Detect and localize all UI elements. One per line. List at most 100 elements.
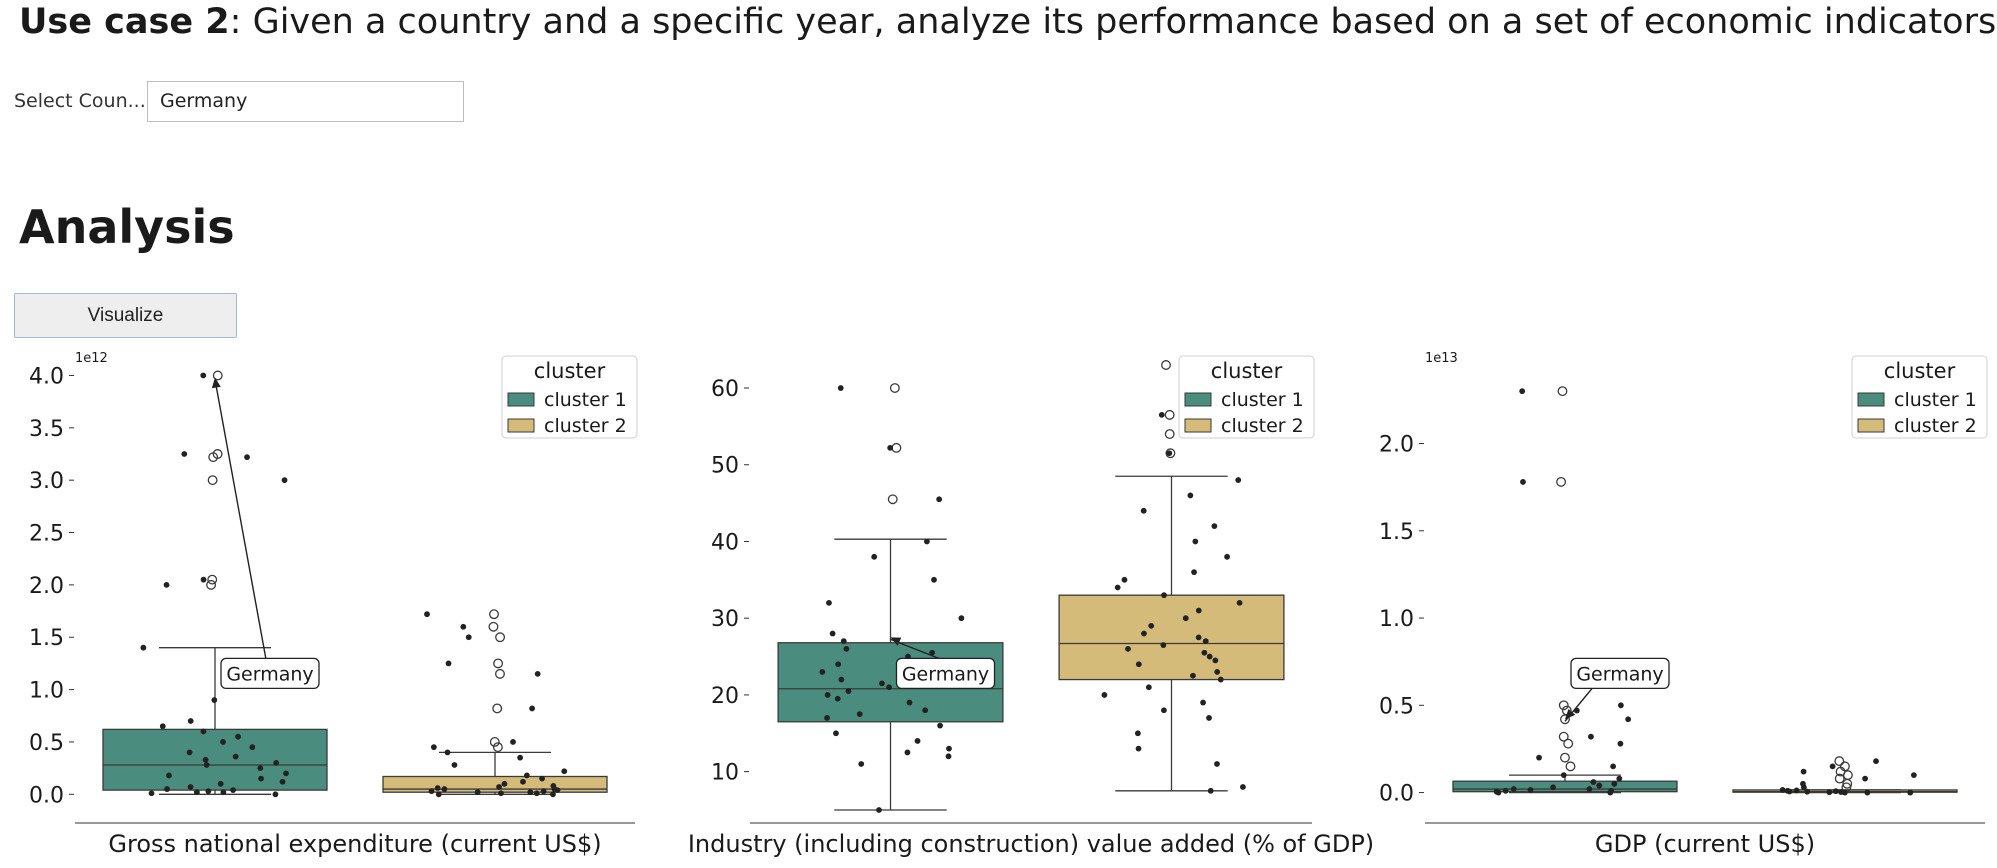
data-point xyxy=(1800,768,1807,775)
data-point xyxy=(1510,786,1517,792)
annotation-arrow xyxy=(214,379,267,660)
legend: cluster cluster 1 cluster 2 xyxy=(1851,355,1988,439)
data-point xyxy=(187,718,194,724)
data-point xyxy=(936,496,943,503)
data-point xyxy=(1804,788,1811,795)
data-point xyxy=(829,630,836,637)
data-point xyxy=(876,807,882,813)
series-2 xyxy=(382,609,608,798)
outlier-point xyxy=(488,621,499,632)
data-point xyxy=(460,623,467,630)
data-point xyxy=(923,538,930,545)
annotation-box xyxy=(220,657,320,690)
data-point xyxy=(202,756,209,763)
data-point xyxy=(824,692,831,698)
data-point xyxy=(523,772,530,779)
y-tick-label: 60 xyxy=(711,377,739,402)
legend-title: cluster xyxy=(534,359,606,383)
data-point xyxy=(1493,788,1500,795)
data-point xyxy=(539,775,545,782)
series-2 xyxy=(1732,756,1958,796)
data-point xyxy=(148,790,155,797)
annotation-label: Germany xyxy=(226,663,313,685)
data-point xyxy=(1200,699,1206,706)
y-offset-label: 1e12 xyxy=(75,351,108,366)
data-point xyxy=(540,788,547,795)
country-select-input[interactable]: Germany xyxy=(147,81,464,122)
data-point xyxy=(1616,775,1623,782)
outlier-point xyxy=(493,658,504,669)
data-point xyxy=(200,576,207,583)
box-cluster-2 xyxy=(1058,594,1285,681)
series-1 xyxy=(102,370,328,798)
y-tick-label: 0.0 xyxy=(29,783,64,808)
data-point xyxy=(1140,507,1147,514)
annotation-box xyxy=(1570,657,1670,690)
annotation-label: Germany xyxy=(902,663,989,685)
chart-1: 1e12 0.0 0.5 1.0 1.5 2.0 2.5 3.0 3.5 4.0 Gross nat… xyxy=(29,351,638,858)
data-point xyxy=(937,722,943,729)
data-point xyxy=(272,791,279,798)
data-point xyxy=(931,576,937,583)
data-point xyxy=(1864,789,1871,796)
data-point xyxy=(1206,715,1212,721)
y-tick-label: 1.0 xyxy=(1379,607,1414,632)
legend-entry: cluster 1 xyxy=(1894,389,1977,411)
legend-entry: cluster 2 xyxy=(1221,415,1304,437)
data-point xyxy=(211,697,218,703)
visualize-button[interactable]: Visualize xyxy=(14,293,237,338)
data-point xyxy=(858,761,865,767)
data-point xyxy=(904,749,911,756)
data-point xyxy=(906,699,913,706)
data-point xyxy=(181,451,188,457)
data-point xyxy=(1617,740,1624,747)
data-point xyxy=(845,688,852,694)
data-point xyxy=(1195,607,1202,614)
data-point xyxy=(922,707,929,714)
data-point xyxy=(819,668,826,675)
legend-swatch xyxy=(1857,418,1885,433)
data-point xyxy=(914,738,921,744)
annotation-arrowhead xyxy=(211,377,221,389)
data-point xyxy=(445,660,452,667)
data-point xyxy=(1214,668,1221,675)
data-point xyxy=(1784,787,1791,794)
data-point xyxy=(1134,730,1141,737)
data-point xyxy=(1148,622,1155,629)
data-point xyxy=(279,778,286,785)
data-point xyxy=(1236,599,1243,606)
data-point xyxy=(843,645,850,652)
data-point xyxy=(1596,782,1603,789)
data-point xyxy=(533,790,540,797)
y-tick-label: 20 xyxy=(711,684,739,709)
data-point xyxy=(1195,634,1202,641)
outlier-point xyxy=(1558,731,1569,742)
outlier-point xyxy=(1834,773,1845,784)
chart-3: 1e13 0.0 0.5 1.0 1.5 2.0 GDP (current US$) Germ… xyxy=(1379,351,1988,858)
outlier-point xyxy=(887,494,898,505)
legend-title: cluster xyxy=(1211,359,1283,383)
legend-frame xyxy=(1178,355,1315,439)
data-point xyxy=(517,754,523,761)
data-point xyxy=(501,780,508,787)
outlier-point xyxy=(492,703,503,714)
y-tick-label: 0.5 xyxy=(29,731,64,756)
data-point xyxy=(1114,584,1121,591)
data-point xyxy=(886,684,892,691)
data-point xyxy=(1832,788,1839,795)
outlier-point xyxy=(212,370,223,381)
annotation-arrowhead xyxy=(1564,709,1576,720)
legend-frame xyxy=(501,355,638,439)
outlier-point xyxy=(489,609,499,620)
data-point xyxy=(527,789,534,796)
data-point xyxy=(824,715,830,721)
outlier-point xyxy=(889,383,900,393)
data-point xyxy=(1192,538,1199,545)
data-point xyxy=(220,789,227,796)
data-point xyxy=(164,786,170,792)
outlier-point xyxy=(1557,386,1568,397)
data-point xyxy=(186,749,193,756)
data-point xyxy=(1182,615,1189,622)
data-point xyxy=(1590,779,1597,785)
data-point xyxy=(249,744,256,751)
